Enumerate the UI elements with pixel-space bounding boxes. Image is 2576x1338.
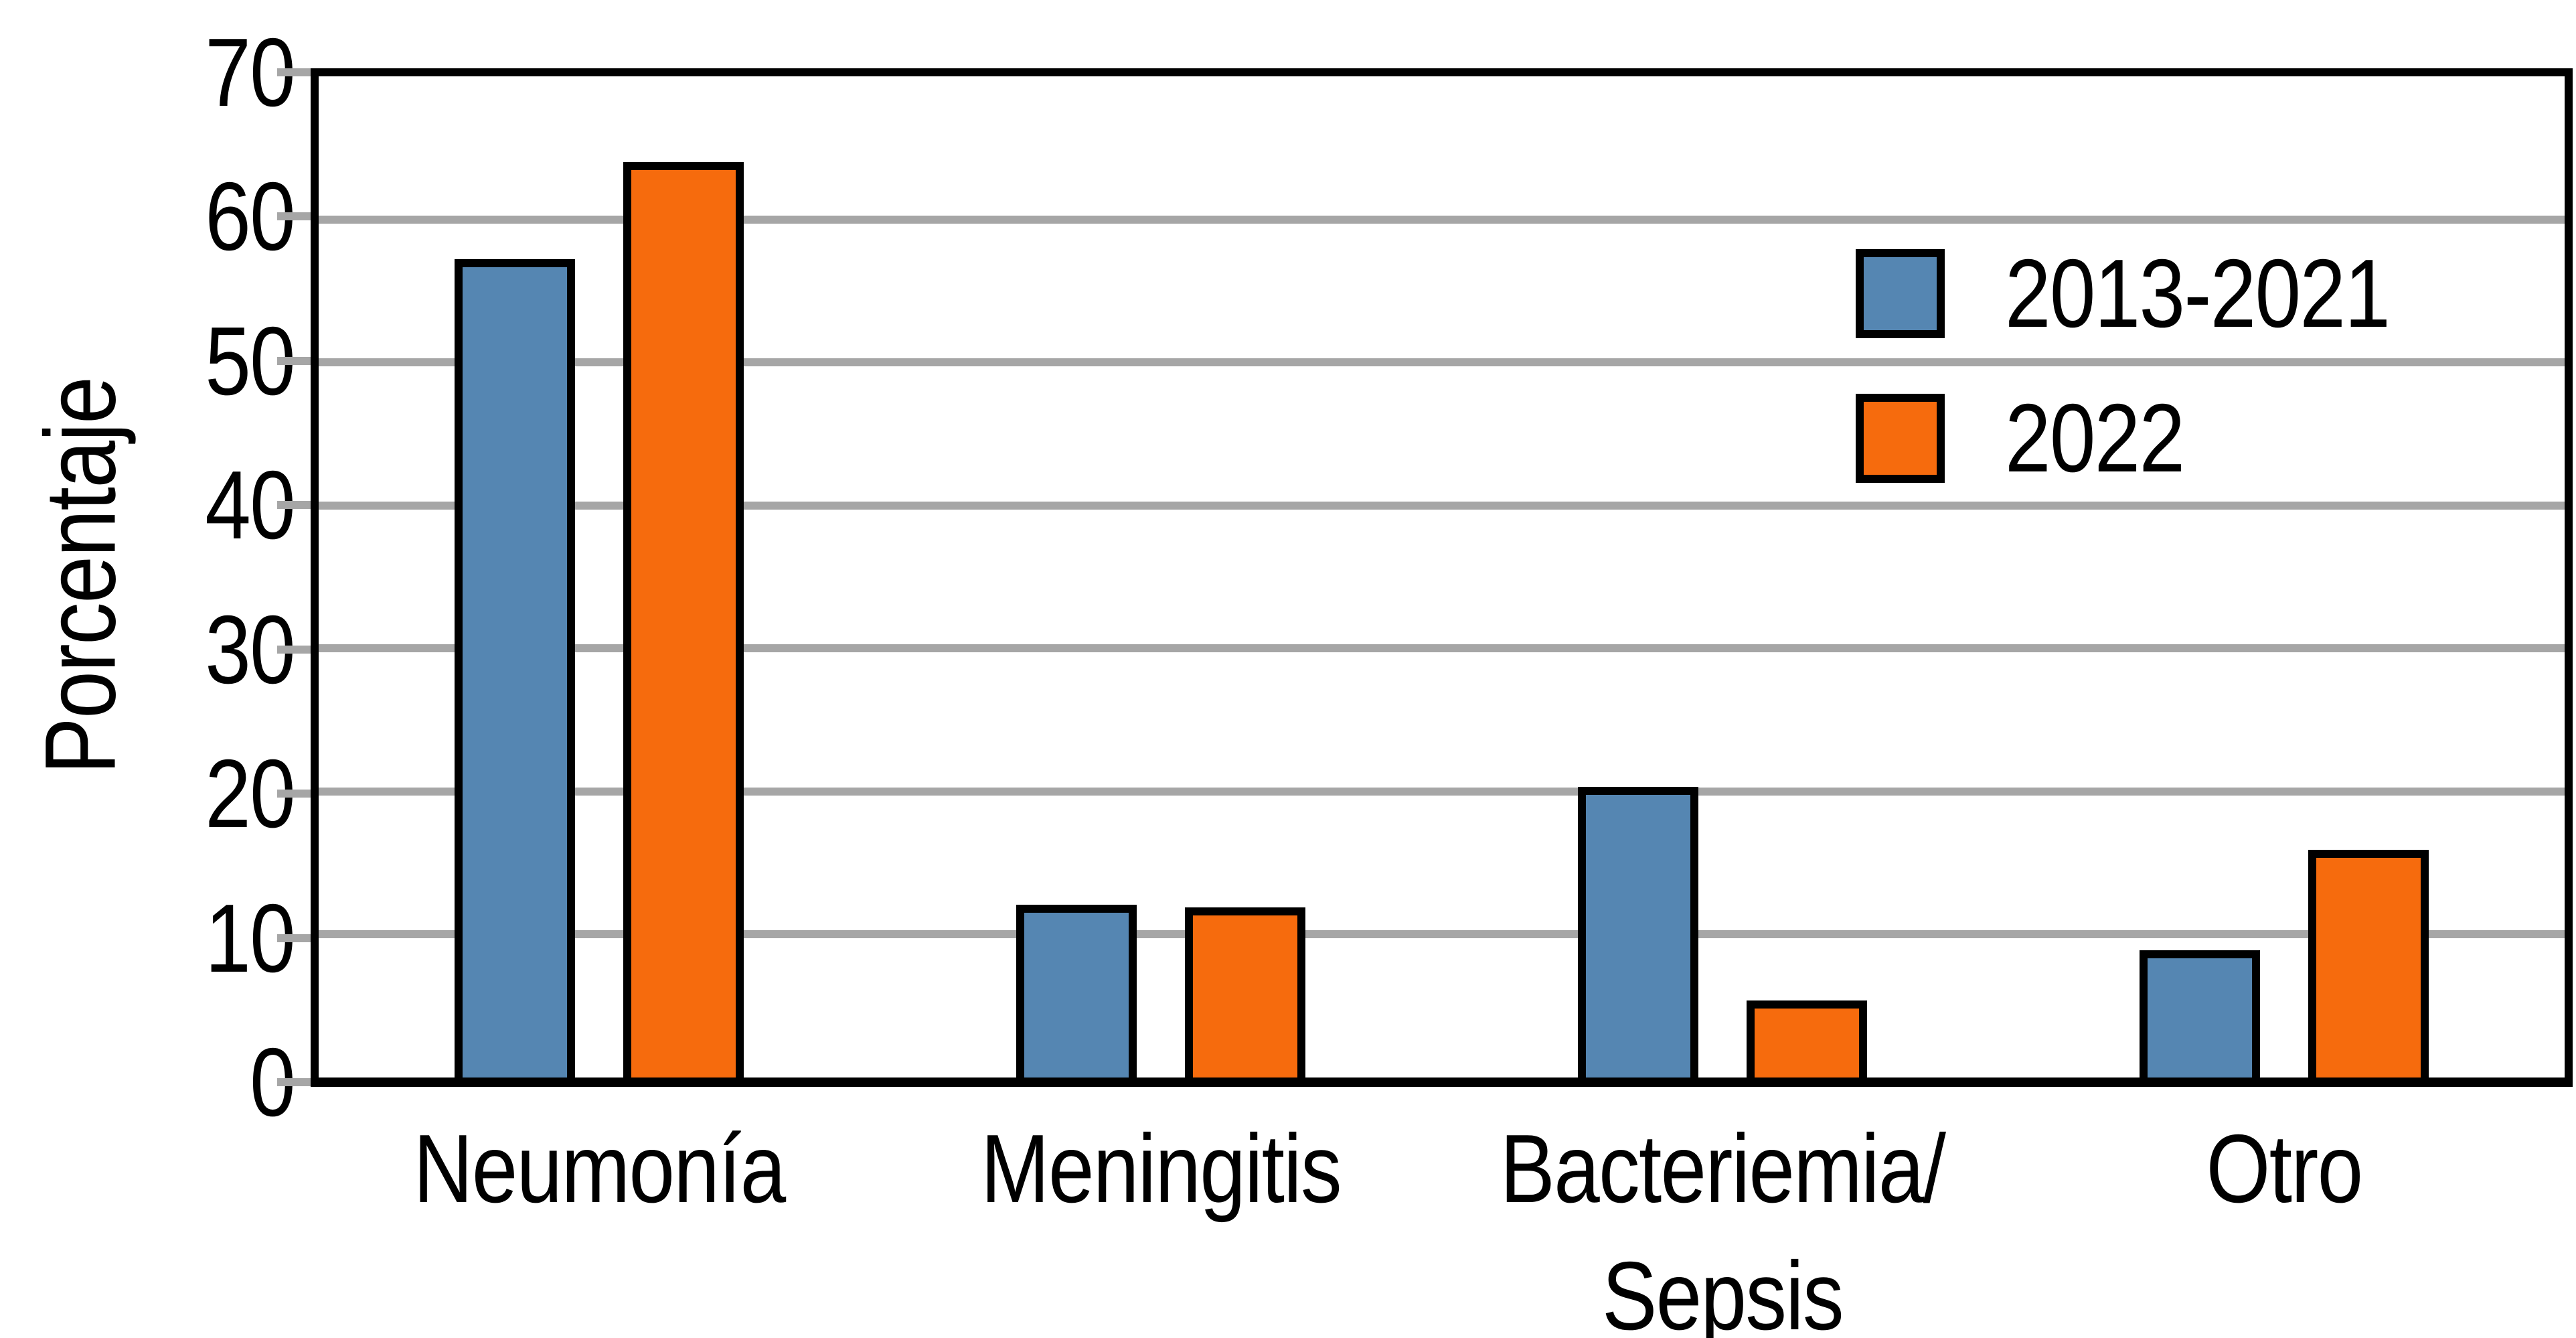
y-tick-label-10: 10 <box>205 883 295 992</box>
gridline-30 <box>319 644 2565 653</box>
legend-item-2022: 2022 <box>1856 384 2457 492</box>
gridline-60 <box>319 215 2565 224</box>
plot-inner: 2013-2021 2022 <box>319 76 2565 1077</box>
x-category-label-3: Bacteriemia/ Sepsis <box>1500 1114 1946 1338</box>
gridline-40 <box>319 501 2565 510</box>
y-tick-mark-0 <box>277 1078 311 1086</box>
legend: 2013-2021 2022 <box>1856 239 2457 538</box>
bar-group-3 <box>1577 787 1867 1077</box>
y-tick-mark-40 <box>277 501 311 510</box>
gridline-50 <box>319 358 2565 367</box>
bar-2022-Neumonía <box>623 162 744 1077</box>
x-category-label-1: Neumonía <box>413 1114 787 1223</box>
bar-2013-2021-Neumonía <box>455 259 576 1077</box>
y-tick-mark-20 <box>277 790 311 798</box>
bar-2022-Otro <box>2308 850 2429 1077</box>
gridline-20 <box>319 787 2565 796</box>
y-tick-label-60: 60 <box>205 162 295 271</box>
bar-2013-2021-Bacteriemia/ <box>1577 787 1698 1077</box>
bar-2013-2021-Meningitis <box>1016 905 1137 1077</box>
y-tick-label-20: 20 <box>205 739 295 848</box>
legend-swatch-2013-2021 <box>1856 249 1945 338</box>
bar-group-1 <box>455 162 744 1077</box>
x-axis: Neumonía Meningitis Bacteriemia/ Sepsis Otr… <box>0 1105 2576 1338</box>
y-tick-mark-10 <box>277 934 311 942</box>
bar-2013-2021-Otro <box>2139 950 2260 1077</box>
bar-group-4 <box>2139 850 2429 1077</box>
bar-group-2 <box>1016 905 1306 1077</box>
y-tick-label-40: 40 <box>205 451 295 560</box>
y-tick-mark-60 <box>277 212 311 221</box>
y-tick-label-30: 30 <box>205 595 295 704</box>
x-category-label-4: Otro <box>2206 1114 2363 1223</box>
plot-area: 2013-2021 2022 <box>311 68 2573 1087</box>
y-tick-label-50: 50 <box>205 306 295 415</box>
y-axis: Porcentaje 0 10 20 30 40 50 60 70 <box>0 0 311 1338</box>
legend-item-2013-2021: 2013-2021 <box>1856 239 2457 348</box>
bar-layer <box>319 76 2565 1077</box>
y-axis-title: Porcentaje <box>23 377 137 775</box>
bar-2022-Bacteriemia/ <box>1746 1000 1867 1077</box>
legend-label-2013-2021: 2013-2021 <box>2005 239 2391 348</box>
y-tick-mark-30 <box>277 645 311 654</box>
x-category-label-2: Meningitis <box>981 1114 1342 1223</box>
gridline-10 <box>319 930 2565 939</box>
bar-2022-Meningitis <box>1185 907 1306 1077</box>
legend-swatch-2022 <box>1856 394 1945 483</box>
legend-label-2022: 2022 <box>2005 384 2185 492</box>
y-tick-mark-50 <box>277 356 311 365</box>
y-tick-label-70: 70 <box>205 18 295 127</box>
y-tick-mark-70 <box>277 68 311 76</box>
